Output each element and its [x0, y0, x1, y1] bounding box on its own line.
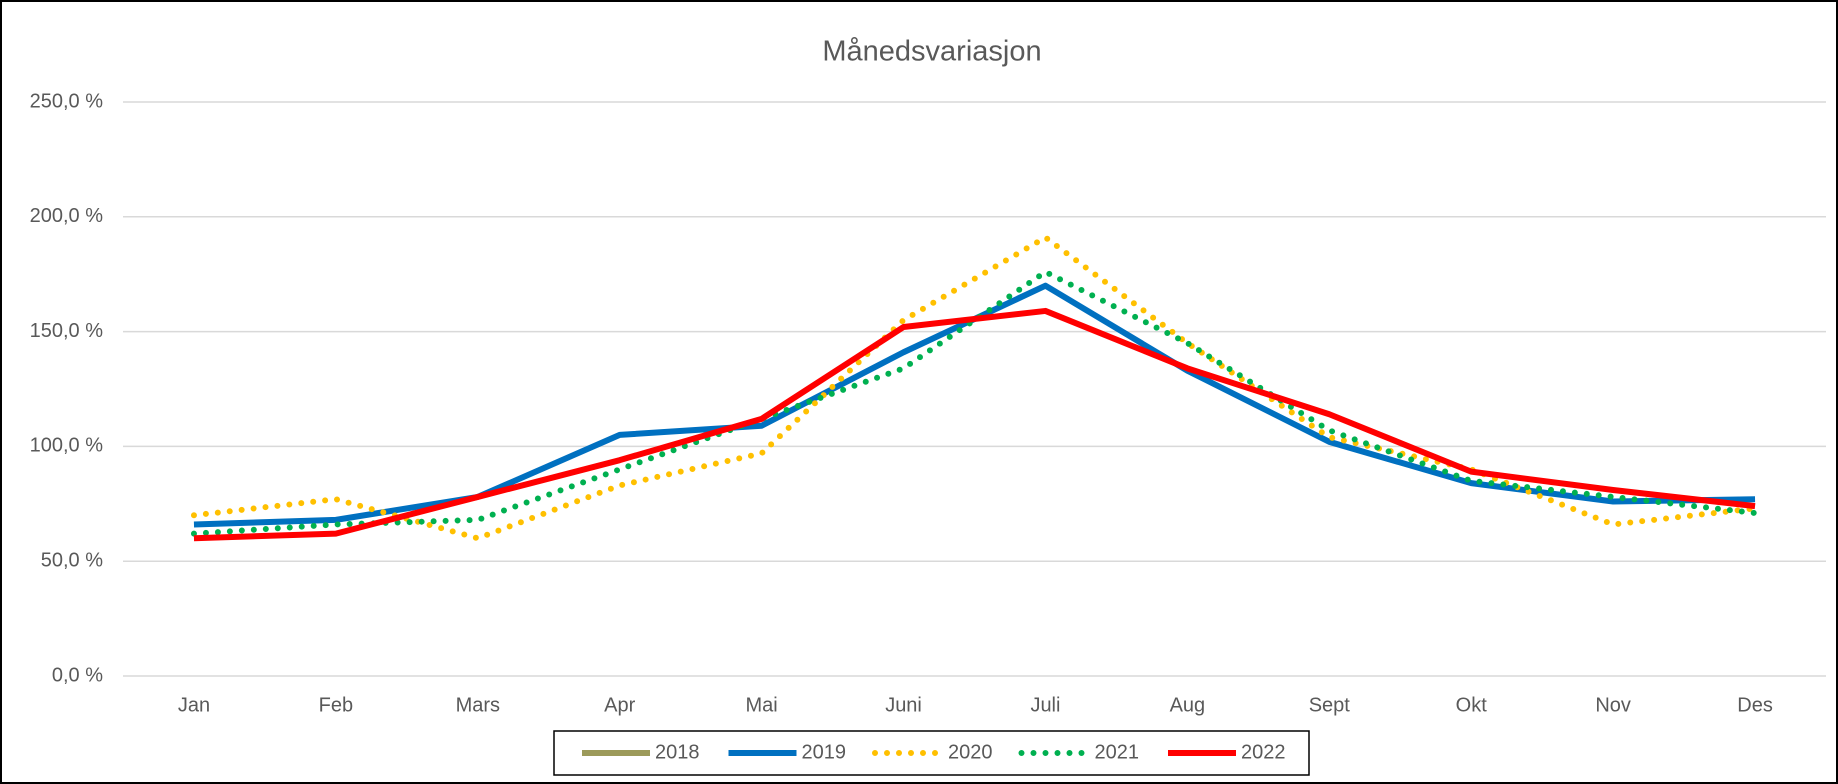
x-tick-label: Mai [746, 694, 778, 716]
y-tick-label: 200,0 % [30, 205, 104, 227]
legend-label: 2018 [655, 741, 700, 763]
x-tick-label: Apr [604, 694, 635, 716]
x-tick-label: Feb [319, 694, 353, 716]
y-tick-label: 50,0 % [41, 549, 103, 571]
series-line [193, 307, 1756, 542]
legend-label: 2019 [802, 741, 847, 763]
y-tick-label: 0,0 % [52, 664, 103, 686]
y-tick-label: 100,0 % [30, 435, 104, 457]
legend-label: 2021 [1095, 741, 1140, 763]
chart-title: Månedsvariasjon [822, 36, 1041, 68]
x-tick-label: Juli [1030, 694, 1060, 716]
y-tick-label: 150,0 % [30, 320, 104, 342]
x-tick-label: Sept [1309, 694, 1351, 716]
x-tick-label: Jan [178, 694, 210, 716]
legend-label: 2022 [1241, 741, 1286, 763]
y-tick-label: 250,0 % [30, 90, 104, 112]
x-tick-label: Des [1737, 694, 1773, 716]
x-tick-label: Okt [1456, 694, 1488, 716]
x-tick-label: Mars [456, 694, 500, 716]
x-tick-label: Aug [1170, 694, 1206, 716]
x-tick-label: Nov [1595, 694, 1631, 716]
series-line [190, 233, 1759, 542]
legend-label: 2020 [948, 741, 993, 763]
x-tick-label: Juni [885, 694, 922, 716]
